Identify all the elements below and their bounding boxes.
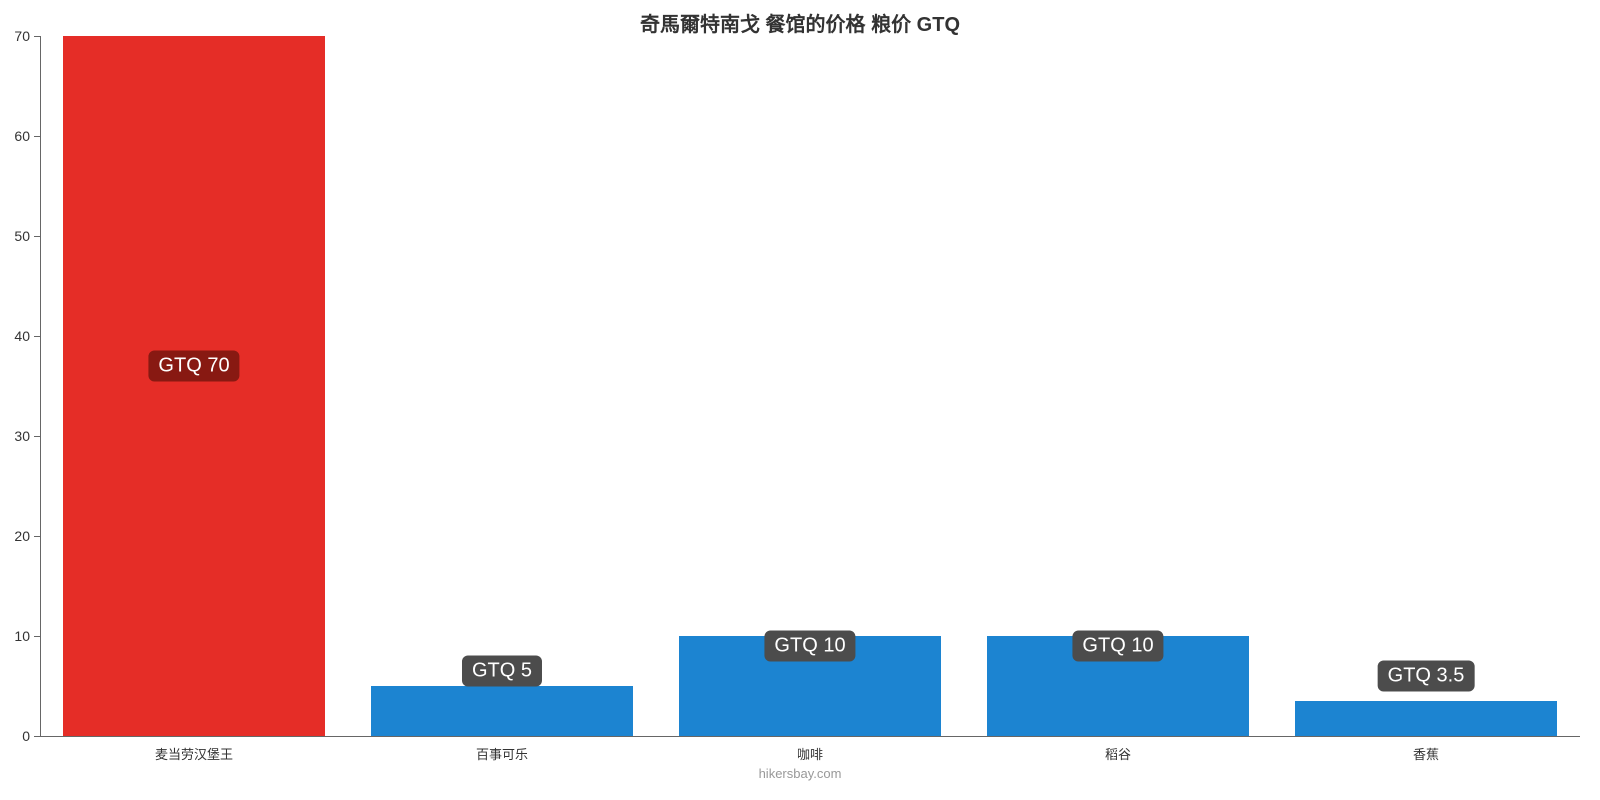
y-tick-label: 40 — [0, 328, 30, 344]
x-tick-label: 百事可乐 — [476, 744, 528, 763]
y-axis-line — [40, 36, 41, 736]
y-tick-mark — [34, 336, 40, 337]
x-tick-label: 咖啡 — [797, 744, 823, 763]
value-badge: GTQ 3.5 — [1378, 661, 1475, 692]
value-badge: GTQ 70 — [148, 351, 239, 382]
bar — [1295, 701, 1557, 736]
value-badge: GTQ 10 — [1072, 631, 1163, 662]
y-tick-label: 0 — [0, 728, 30, 744]
value-badge: GTQ 5 — [462, 656, 542, 687]
y-tick-label: 10 — [0, 628, 30, 644]
y-tick-label: 60 — [0, 128, 30, 144]
y-tick-label: 50 — [0, 228, 30, 244]
y-tick-label: 70 — [0, 28, 30, 44]
x-tick-label: 香蕉 — [1413, 744, 1439, 763]
y-tick-mark — [34, 536, 40, 537]
price-bar-chart: 奇馬爾特南戈 餐馆的价格 粮价 GTQ 010203040506070GTQ 7… — [0, 0, 1600, 800]
attribution-text: hikersbay.com — [0, 766, 1600, 781]
y-tick-mark — [34, 736, 40, 737]
x-tick-label: 麦当劳汉堡王 — [155, 744, 233, 763]
chart-title: 奇馬爾特南戈 餐馆的价格 粮价 GTQ — [0, 8, 1600, 37]
bar — [63, 36, 325, 736]
y-tick-mark — [34, 236, 40, 237]
y-tick-mark — [34, 136, 40, 137]
y-tick-mark — [34, 36, 40, 37]
plot-area: 010203040506070GTQ 70麦当劳汉堡王GTQ 5百事可乐GTQ … — [40, 36, 1580, 736]
x-axis-line — [40, 736, 1580, 737]
y-tick-mark — [34, 436, 40, 437]
value-badge: GTQ 10 — [764, 631, 855, 662]
x-tick-label: 稻谷 — [1105, 744, 1131, 763]
bar — [371, 686, 633, 736]
y-tick-mark — [34, 636, 40, 637]
y-tick-label: 20 — [0, 528, 30, 544]
y-tick-label: 30 — [0, 428, 30, 444]
